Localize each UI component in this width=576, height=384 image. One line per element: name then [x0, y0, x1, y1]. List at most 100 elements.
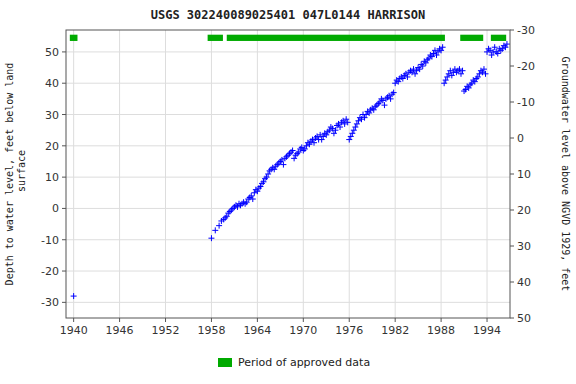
y2-tick [510, 282, 514, 283]
data-point [234, 204, 240, 210]
grid-line-x [73, 30, 74, 318]
data-point [463, 86, 469, 92]
data-point [461, 88, 467, 94]
data-point [409, 69, 415, 75]
y-tick-label: 50 [45, 46, 59, 59]
approved-period-bar [70, 35, 78, 41]
data-point [302, 146, 308, 152]
data-point [279, 157, 285, 163]
y2-tick-label: -10 [517, 96, 535, 109]
y-tick-label: 30 [45, 109, 59, 122]
data-point [299, 144, 305, 150]
data-point [443, 77, 449, 83]
y2-tick [510, 174, 514, 175]
y2-tick-label: 30 [517, 240, 531, 253]
y2-tick-label: 0 [517, 132, 524, 145]
data-point [432, 47, 438, 53]
grid-line-y [66, 239, 510, 240]
chart: 1940194619521958196419701976198219881994… [0, 0, 576, 384]
data-point [283, 154, 289, 160]
data-point [280, 162, 286, 168]
data-point [380, 97, 386, 103]
y2-tick-label: 40 [517, 276, 531, 289]
grid [66, 30, 510, 318]
data-point [424, 57, 430, 63]
grid-line-y [66, 145, 510, 146]
data-point [467, 82, 473, 88]
data-point [404, 74, 410, 80]
data-point [257, 184, 263, 190]
data-point [375, 101, 381, 107]
approved-period-bar [460, 35, 483, 41]
data-point [244, 199, 250, 205]
data-point [334, 122, 340, 128]
data-point [251, 190, 257, 196]
axes: 1940194619521958196419701976198219881994… [41, 24, 535, 337]
y-tick-label: 0 [52, 202, 59, 215]
plot-frame [66, 30, 510, 318]
approved-period-bar [227, 35, 445, 41]
x-tick-label: 1946 [106, 324, 134, 337]
data-point [221, 216, 227, 222]
data-point [434, 52, 440, 58]
data-point [389, 91, 395, 97]
data-point [336, 121, 342, 127]
x-tick-label: 1988 [427, 324, 455, 337]
data-point [271, 166, 277, 172]
data-point [429, 54, 435, 60]
data-point [224, 213, 230, 219]
grid-line-x [211, 30, 212, 318]
data-point [473, 76, 479, 82]
data-point [273, 163, 279, 169]
y-tick-label: 10 [45, 171, 59, 184]
y-axis-label-line: surface [16, 150, 27, 198]
data-point [446, 71, 452, 77]
data-point [447, 68, 453, 74]
y-tick [62, 145, 66, 146]
data-point [430, 50, 436, 56]
data-point [415, 65, 421, 71]
data-point [423, 60, 429, 66]
data-point [466, 85, 472, 91]
data-point [274, 162, 280, 168]
data-point [222, 215, 228, 221]
x-tick [303, 318, 304, 322]
data-point [456, 66, 462, 72]
x-tick [441, 318, 442, 322]
data-point [320, 133, 326, 139]
data-point [277, 158, 283, 164]
data-point [317, 132, 323, 138]
data-point [401, 72, 407, 78]
data-point [253, 187, 259, 193]
data-point [475, 74, 481, 80]
y2-tick [510, 66, 514, 67]
y2-tick [510, 246, 514, 247]
grid-line-y [66, 271, 510, 272]
data-point [365, 108, 371, 114]
y-tick [62, 177, 66, 178]
data-point [435, 49, 441, 55]
data-point [259, 180, 265, 186]
data-point [349, 130, 355, 136]
data-point [354, 121, 360, 127]
data-point [493, 49, 499, 55]
x-tick [395, 318, 396, 322]
data-point [414, 68, 420, 74]
data-point [230, 205, 236, 211]
data-point [208, 235, 214, 241]
data-point [228, 207, 234, 213]
data-point [262, 176, 268, 182]
y-tick [62, 114, 66, 115]
y2-tick [510, 210, 514, 211]
data-point [331, 130, 337, 136]
y2-tick-label: 50 [517, 312, 531, 325]
data-point [323, 132, 329, 138]
data-point [294, 151, 300, 157]
data-point [486, 46, 492, 52]
data-point [476, 71, 482, 77]
data-point [464, 83, 470, 89]
y2-axis-label: Groundwater level above NGVD 1929, feet [560, 57, 571, 292]
y-tick-label: -10 [41, 234, 59, 247]
data-point [248, 193, 254, 199]
data-point [478, 68, 484, 74]
